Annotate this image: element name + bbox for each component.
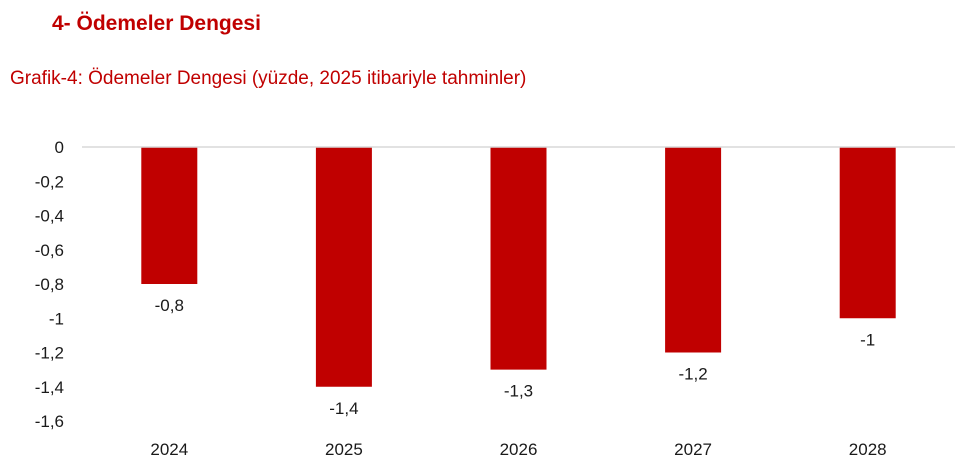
chart-title: Grafik-4: Ödemeler Dengesi (yüzde, 2025 … [10, 68, 527, 89]
y-tick-label: -1 [49, 309, 64, 328]
x-tick-label-2024: 2024 [150, 440, 188, 459]
bar-2026 [490, 147, 547, 370]
y-tick-label: -0,8 [35, 275, 64, 294]
y-tick-label: 0 [55, 138, 64, 157]
data-label-2024: -0,8 [155, 296, 184, 315]
x-tick-label-2028: 2028 [849, 440, 887, 459]
x-tick-label-2025: 2025 [325, 440, 363, 459]
y-tick-label: -1,4 [35, 378, 64, 397]
x-axis: 2024 2025 2026 2027 2028 [150, 440, 886, 459]
y-tick-label: -1,2 [35, 344, 64, 363]
data-label-2025: -1,4 [329, 399, 358, 418]
data-label-2027: -1,2 [678, 365, 707, 384]
data-label-2026: -1,3 [504, 382, 533, 401]
bar-2025 [315, 147, 372, 387]
bars [141, 147, 896, 387]
data-label-2028: -1 [860, 330, 875, 349]
y-tick-label: -0,6 [35, 241, 64, 260]
x-tick-label-2027: 2027 [674, 440, 712, 459]
bar-2028 [839, 147, 896, 319]
y-tick-label: -0,4 [35, 207, 64, 226]
y-axis: 0 -0,2 -0,4 -0,6 -0,8 -1 -1,2 -1,4 -1,6 [35, 138, 64, 431]
bar-2027 [665, 147, 722, 353]
data-labels: -0,8 -1,4 -1,3 -1,2 -1 [155, 296, 876, 418]
x-tick-label-2026: 2026 [500, 440, 538, 459]
y-tick-label: -0,2 [35, 172, 64, 191]
y-tick-label: -1,6 [35, 412, 64, 431]
bar-2024 [141, 147, 198, 284]
section-heading: 4- Ödemeler Dengesi [52, 12, 261, 35]
